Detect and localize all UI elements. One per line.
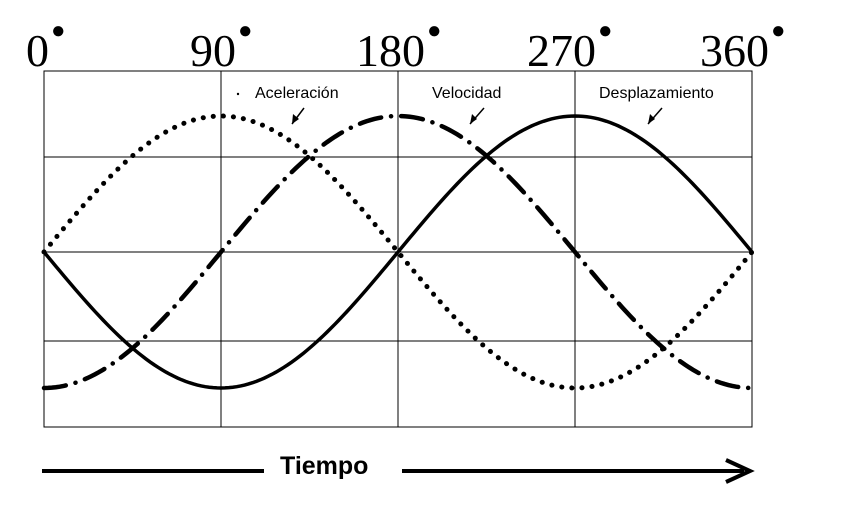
displacement-label: Desplazamiento <box>599 85 714 102</box>
acceleration-label: Aceleración <box>255 85 339 102</box>
acceleration-label-dot <box>236 92 240 96</box>
velocity-arrowhead <box>470 114 477 124</box>
acceleration-arrowhead <box>292 114 299 124</box>
degree-mark-90: ● <box>238 17 253 44</box>
time-axis-label: Tiempo <box>280 452 368 480</box>
top-tick-label-180: 180 <box>356 25 425 76</box>
degree-mark-180: ● <box>427 17 442 44</box>
velocity-label-group: Velocidad <box>432 85 501 125</box>
acceleration-label-group: Aceleración <box>236 85 339 125</box>
top-tick-label-270: 270 <box>527 25 596 76</box>
time-axis: Tiempo <box>42 452 755 484</box>
displacement-label-group: Desplazamiento <box>599 85 714 125</box>
curves <box>41 113 755 391</box>
top-tick-label-360: 360 <box>700 25 769 76</box>
degree-mark-0: ● <box>51 17 66 44</box>
displacement-arrowhead <box>648 114 655 124</box>
curve-desplazamiento <box>42 114 754 390</box>
degree-mark-360: ● <box>771 17 786 44</box>
time-axis-arrowhead <box>725 458 755 484</box>
top-tick-label-0: 0 <box>26 25 49 76</box>
degree-mark-270: ● <box>598 17 613 44</box>
top-tick-labels: 0 ● 90 ● 180 ● 270 ● 360 ● <box>26 17 786 76</box>
curve-velocidad <box>41 113 755 391</box>
grid-lines <box>44 71 752 427</box>
top-tick-label-90: 90 <box>190 25 236 76</box>
velocity-label: Velocidad <box>432 85 501 102</box>
